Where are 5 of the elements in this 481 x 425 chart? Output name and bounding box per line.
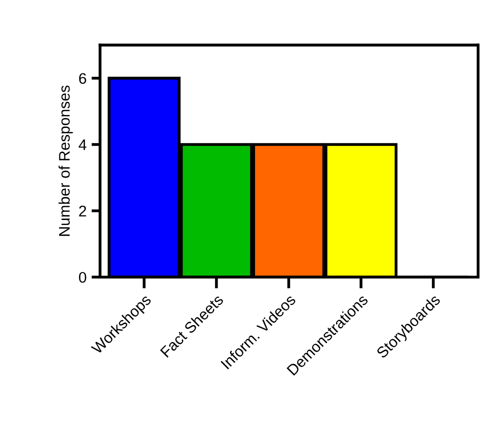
y-tick-label: 4 <box>78 140 86 150</box>
y-tick-label: 2 <box>79 206 86 216</box>
y-tick-label: 0 <box>78 272 86 283</box>
y-axis-title: Number of Responses <box>58 86 73 236</box>
y-tick-label: 6 <box>79 73 86 84</box>
